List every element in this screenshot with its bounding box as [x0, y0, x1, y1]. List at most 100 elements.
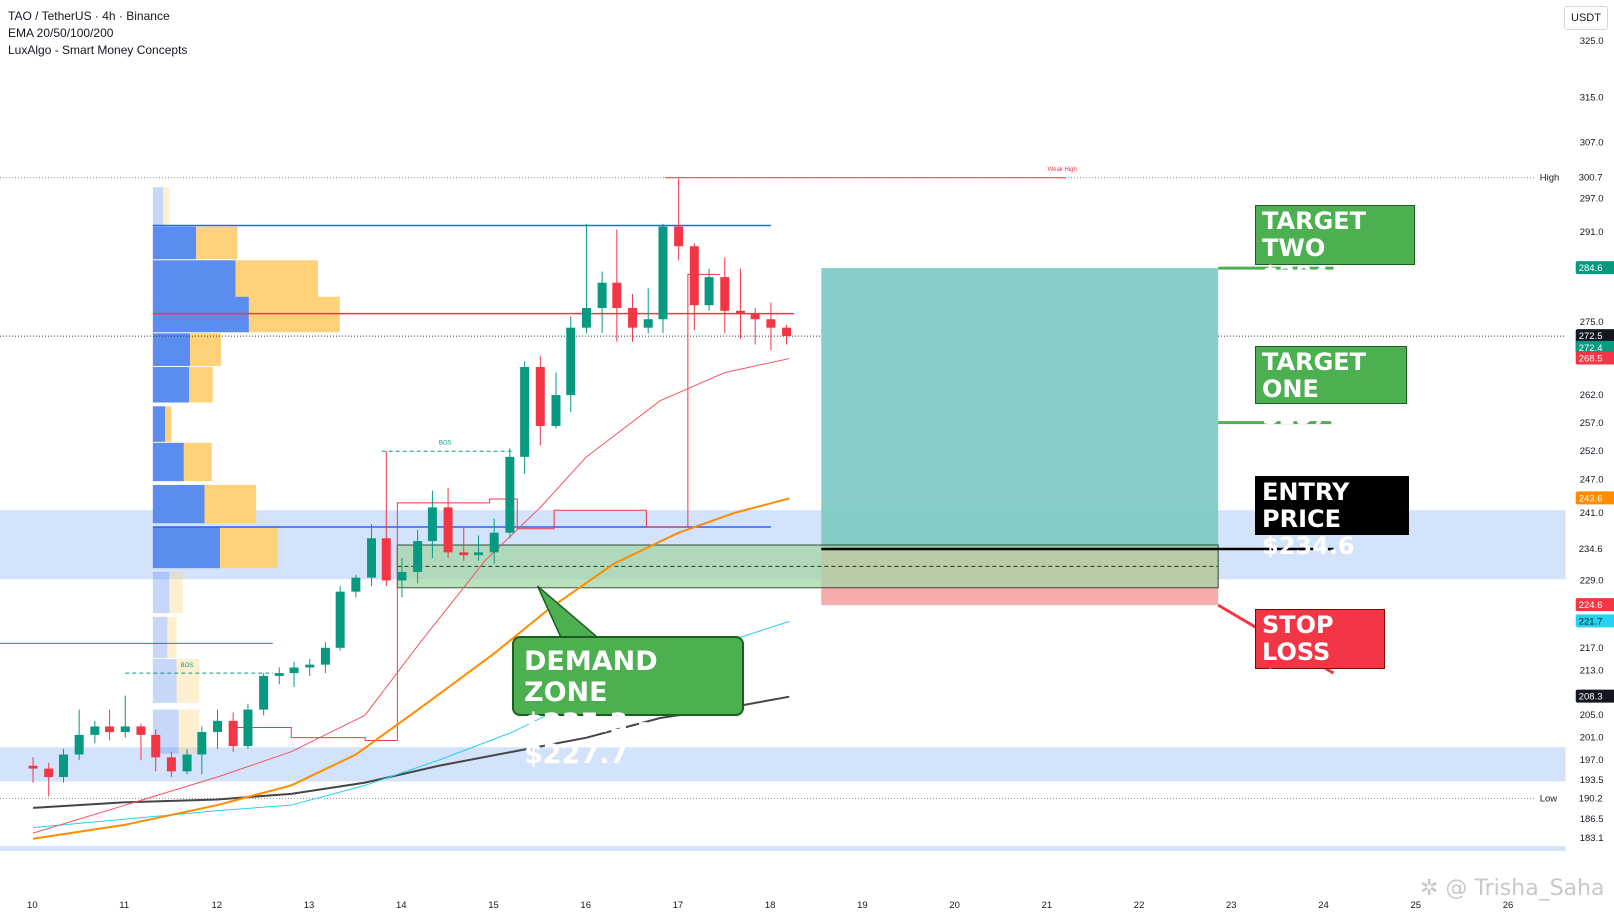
price-tick-label: 325.0 — [1580, 36, 1604, 47]
ema50-line — [32, 497, 790, 840]
candle-body — [520, 366, 530, 457]
time-tick-label: 16 — [580, 900, 591, 911]
candle-body — [74, 734, 84, 755]
range-tag-bg — [1535, 170, 1572, 184]
price-marker-bg — [1575, 170, 1614, 184]
candle-body — [474, 552, 484, 556]
candle-body — [213, 720, 223, 733]
price-marker-bg — [1575, 261, 1614, 275]
entry-price-callout: ENTRY PRICE $234.6 — [1255, 476, 1409, 560]
time-tick-label: 20 — [949, 900, 960, 911]
smc-indicator-label[interactable]: LuxAlgo - Smart Money Concepts — [8, 43, 188, 57]
demand-zone-box — [396, 544, 1219, 589]
candle-body — [720, 277, 730, 311]
candle-body — [120, 726, 130, 733]
time-tick-label: 22 — [1134, 900, 1145, 911]
candle-body — [28, 765, 38, 769]
candle-body — [90, 726, 100, 735]
volume-profile-bar-yellow — [169, 571, 183, 614]
price-marker-label: 243.6 — [1579, 493, 1603, 504]
bos-label-2: BOS — [439, 440, 452, 446]
candle-body — [704, 277, 714, 306]
price-marker-bg — [1575, 541, 1614, 555]
volume-profile-bar-yellow — [248, 296, 340, 333]
time-tick-label: 10 — [27, 900, 38, 911]
candle-body — [443, 507, 453, 553]
stop-loss-callout: STOP LOSS $224.6 — [1255, 609, 1385, 693]
volume-profile-bar-blue — [152, 484, 205, 524]
candle-body — [228, 720, 238, 747]
order-block-outline-2 — [235, 727, 398, 741]
candle-body — [335, 591, 345, 648]
candle-body — [750, 313, 760, 320]
time-tick-label: 14 — [396, 900, 407, 911]
time-tick-label: 26 — [1503, 900, 1514, 911]
stop-price: $224.6 — [1262, 665, 1355, 693]
demand-range: $235.3 - $227.7 — [524, 708, 649, 770]
candle-body — [58, 754, 68, 777]
price-marker-label: 224.6 — [1579, 600, 1603, 611]
volume-profile-bar-blue — [152, 571, 170, 614]
candle-body — [535, 366, 545, 426]
candle-body — [367, 538, 377, 578]
candle-body — [674, 226, 684, 247]
candle-body — [489, 532, 499, 553]
candle-body — [105, 726, 115, 733]
candle-body — [136, 726, 146, 735]
candle-body — [305, 664, 315, 668]
candle-body — [735, 310, 745, 314]
time-tick-label: 13 — [304, 900, 315, 911]
time-tick-label: 25 — [1410, 900, 1421, 911]
symbol-title[interactable]: TAO / TetherUS · 4h · Binance — [8, 9, 170, 23]
candle-body — [381, 538, 391, 581]
price-tick-label: 252.0 — [1580, 446, 1604, 457]
price-marker-bg — [1575, 614, 1614, 628]
order-block-outline — [396, 273, 721, 741]
price-marker-label: 284.6 — [1579, 263, 1603, 274]
candle-body — [581, 308, 591, 328]
price-tick-label: 217.0 — [1580, 643, 1604, 654]
volume-profile-bar-yellow — [219, 527, 278, 569]
demand-title: DEMAND ZONE — [524, 646, 658, 708]
weak-high-label: Weak High — [1048, 167, 1077, 173]
price-tick-label: 183.1 — [1580, 833, 1604, 844]
volume-profile-bar-yellow — [167, 616, 177, 659]
price-tick-label: 297.0 — [1580, 193, 1604, 204]
price-tick-label: 262.0 — [1580, 390, 1604, 401]
demand-zone-callout: DEMAND ZONE $235.3 - $227.7 — [512, 636, 744, 770]
candle-body — [44, 768, 54, 777]
currency-button[interactable]: USDT — [1564, 6, 1608, 30]
volume-profile-bar-blue — [152, 659, 177, 703]
price-marker-bg — [1575, 791, 1614, 805]
price-tick-label: 205.0 — [1580, 710, 1604, 721]
volume-profile-bar-yellow — [190, 333, 222, 366]
candle-body — [612, 282, 622, 309]
price-marker-label: 234.6 — [1579, 544, 1603, 555]
volume-profile-bar-yellow — [163, 187, 170, 227]
candle-body — [782, 327, 792, 337]
target-two-title: TARGET TWO — [1262, 207, 1367, 262]
candle-body — [643, 319, 653, 328]
volume-profile-bar-yellow — [183, 442, 212, 482]
price-tick-label: 197.0 — [1580, 755, 1604, 766]
time-tick-label: 15 — [488, 900, 499, 911]
price-marker-label: 272.4 — [1579, 343, 1603, 354]
candle-body — [459, 552, 469, 556]
candle-body — [628, 308, 638, 328]
candle-body — [259, 675, 269, 710]
volume-profile-bar-blue — [152, 296, 249, 333]
volume-profile-bar-blue — [152, 527, 220, 569]
volume-profile-bar-blue — [152, 333, 191, 366]
price-tick-label: 315.0 — [1580, 92, 1604, 103]
volume-profile-bar-yellow — [178, 709, 200, 754]
entry-price: $234.6 — [1262, 532, 1355, 560]
ema-indicator-label[interactable]: EMA 20/50/100/200 — [8, 26, 114, 40]
price-marker-bg — [1575, 689, 1614, 703]
candle-body — [274, 673, 284, 676]
price-tick-label: 201.0 — [1580, 733, 1604, 744]
price-tick-label: 257.0 — [1580, 418, 1604, 429]
time-tick-label: 12 — [212, 900, 223, 911]
price-marker-bg — [1575, 491, 1614, 505]
watermark: ✲ @ Trisha_Saha — [1420, 876, 1605, 901]
